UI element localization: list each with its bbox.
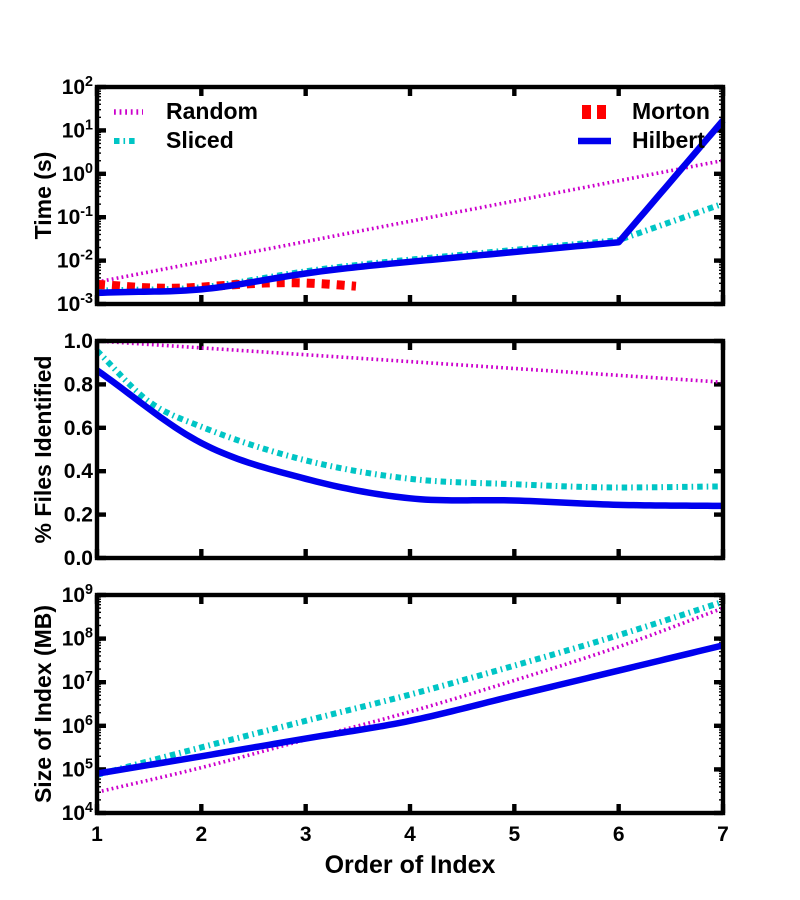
svg-text:1.0: 1.0 (64, 330, 93, 353)
svg-text:0.0: 0.0 (64, 547, 93, 570)
svg-text:0.4: 0.4 (64, 460, 94, 483)
svg-text:5: 5 (508, 823, 520, 846)
svg-text:Morton: Morton (632, 98, 710, 124)
svg-text:% Files Identified: % Files Identified (30, 356, 56, 544)
svg-text:1: 1 (91, 823, 103, 846)
svg-text:7: 7 (717, 823, 729, 846)
svg-text:6: 6 (613, 823, 625, 846)
svg-text:Random: Random (166, 98, 258, 124)
svg-text:Size of Index (MB): Size of Index (MB) (30, 605, 56, 803)
svg-text:Time (s): Time (s) (30, 152, 56, 240)
svg-text:4: 4 (404, 823, 416, 846)
svg-text:Sliced: Sliced (166, 127, 234, 153)
svg-text:0.2: 0.2 (64, 504, 93, 527)
svg-text:0.8: 0.8 (64, 373, 94, 396)
svg-text:0.6: 0.6 (64, 417, 93, 440)
svg-text:Order of Index: Order of Index (325, 851, 496, 879)
svg-text:Hilbert: Hilbert (632, 127, 705, 153)
svg-text:2: 2 (195, 823, 207, 846)
svg-text:3: 3 (300, 823, 312, 846)
